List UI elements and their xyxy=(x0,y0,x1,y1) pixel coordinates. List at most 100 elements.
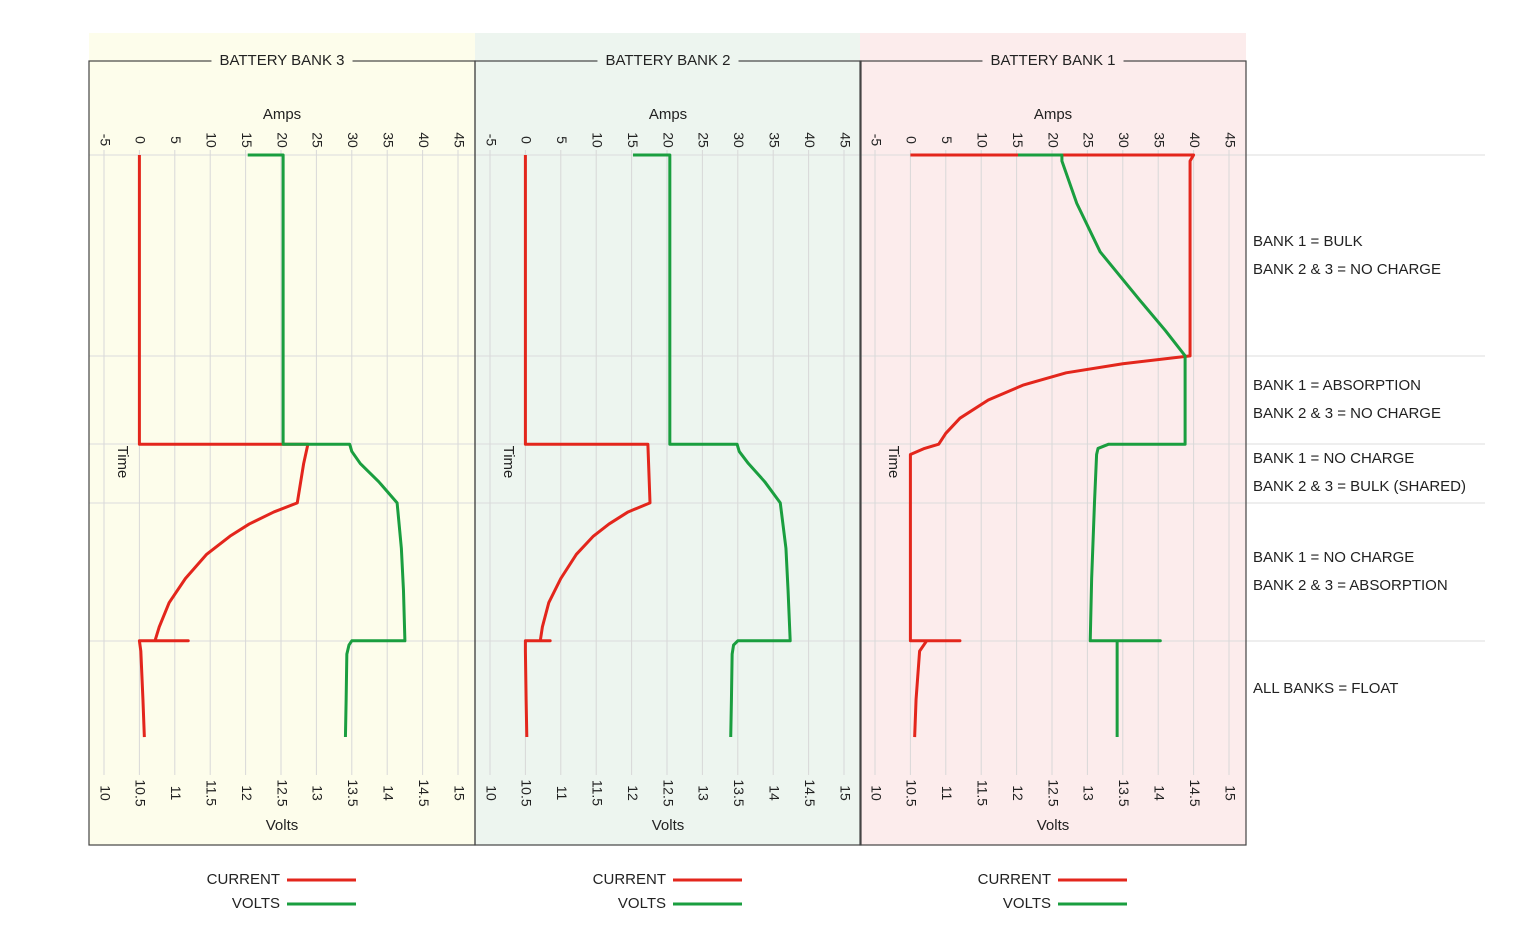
phase-label: ALL BANKS = FLOAT xyxy=(1253,680,1398,697)
volts-tick-label: 10.5 xyxy=(133,779,149,806)
amps-tick-label: 25 xyxy=(696,132,712,148)
title-background xyxy=(982,51,1124,69)
data-line xyxy=(1018,153,1187,738)
volts-tick-label: 13.5 xyxy=(1116,779,1132,806)
amps-tick-label: 0 xyxy=(519,136,535,144)
volts-tick-label: 14 xyxy=(380,785,396,801)
volts-tick-label: 13 xyxy=(1081,785,1097,801)
volts-axis-label: Volts xyxy=(266,817,299,834)
amps-tick-label: 25 xyxy=(1081,132,1097,148)
time-axis-label: Time xyxy=(114,446,131,479)
amps-tick-label: 0 xyxy=(133,136,149,144)
volts-tick-label: 12 xyxy=(625,785,641,801)
amps-tick-label: -5 xyxy=(868,134,884,147)
amps-tick-label: 15 xyxy=(1010,132,1026,148)
amps-tick-label: 30 xyxy=(731,132,747,148)
volts-tick-label: 13 xyxy=(310,785,326,801)
volts-axis-label: Volts xyxy=(1037,817,1070,834)
volts-tick-label: 12.5 xyxy=(660,779,676,806)
volts-tick-label: 15 xyxy=(1222,785,1238,801)
panels: BATTERY BANK 3 Amps Volts Time -5 0 5 10 15 20 25 3… xyxy=(88,51,1247,912)
phase-label: BANK 1 = NO CHARGE xyxy=(1253,549,1414,566)
panel-title: BATTERY BANK 1 xyxy=(990,52,1115,69)
volts-tick-label: 11 xyxy=(554,786,570,801)
amps-tick-label: 30 xyxy=(345,132,361,148)
time-axis-label: Time xyxy=(885,446,902,479)
amps-tick-label: 15 xyxy=(239,132,255,148)
volts-tick-label: 10.5 xyxy=(904,779,920,806)
legend-label: CURRENT xyxy=(978,871,1051,888)
data-line xyxy=(908,153,1196,738)
amps-tick-label: 45 xyxy=(451,132,467,148)
phase-label: BANK 1 = ABSORPTION xyxy=(1253,377,1421,394)
volts-tick-label: 12.5 xyxy=(1045,779,1061,806)
legend-label: CURRENT xyxy=(593,871,666,888)
panel-background xyxy=(860,33,1246,845)
amps-tick-label: 40 xyxy=(1187,132,1203,148)
amps-axis-label: Amps xyxy=(649,106,687,123)
amps-tick-label: 45 xyxy=(837,132,853,148)
amps-tick-label: 45 xyxy=(1222,132,1238,148)
data-line xyxy=(523,155,652,738)
amps-tick-label: 20 xyxy=(660,132,676,148)
panel-background xyxy=(475,33,861,845)
phase-label: BANK 1 = NO CHARGE xyxy=(1253,450,1414,467)
title-background xyxy=(211,51,353,69)
volts-tick-label: 10 xyxy=(97,785,113,801)
volts-tick-label: 12 xyxy=(1010,785,1026,801)
volts-tick-label: 14.5 xyxy=(1187,779,1203,806)
amps-tick-label: -5 xyxy=(483,134,499,147)
legend-label: VOLTS xyxy=(232,895,280,912)
volts-tick-label: 14 xyxy=(766,785,782,801)
volts-tick-label: 12 xyxy=(239,785,255,801)
data-line xyxy=(137,155,310,738)
phase-labels: BANK 1 = BULK BANK 2 & 3 = NO CHARGE BAN… xyxy=(1253,233,1466,697)
volts-tick-label: 15 xyxy=(837,785,853,801)
volts-tick-label: 11.5 xyxy=(974,780,990,806)
time-axis-label: Time xyxy=(500,446,517,479)
amps-tick-label: 40 xyxy=(416,132,432,148)
amps-axis-label: Amps xyxy=(1034,106,1072,123)
volts-tick-label: 11 xyxy=(168,786,184,801)
phase-label: BANK 2 & 3 = BULK (SHARED) xyxy=(1253,478,1466,495)
data-line xyxy=(247,153,407,738)
amps-tick-label: 35 xyxy=(766,132,782,148)
volts-tick-label: 13 xyxy=(696,785,712,801)
amps-tick-label: 10 xyxy=(203,132,219,148)
amps-tick-label: 25 xyxy=(310,132,326,148)
volts-tick-label: 14.5 xyxy=(416,779,432,806)
legend-label: VOLTS xyxy=(1003,895,1051,912)
volts-tick-label: 10 xyxy=(868,785,884,801)
amps-tick-label: 20 xyxy=(274,132,290,148)
volts-tick-label: 15 xyxy=(451,785,467,801)
amps-tick-label: 35 xyxy=(1151,132,1167,148)
volts-tick-label: 13.5 xyxy=(345,779,361,806)
volts-tick-label: 14.5 xyxy=(802,779,818,806)
title-background xyxy=(597,51,739,69)
volts-tick-label: 11.5 xyxy=(589,780,605,806)
volts-tick-label: 14 xyxy=(1151,785,1167,801)
amps-tick-label: 5 xyxy=(554,136,570,144)
amps-tick-label: -5 xyxy=(97,134,113,147)
data-line xyxy=(633,153,792,738)
amps-tick-label: 10 xyxy=(974,132,990,148)
amps-tick-label: 30 xyxy=(1116,132,1132,148)
amps-tick-label: 5 xyxy=(939,136,955,144)
amps-tick-label: 40 xyxy=(802,132,818,148)
amps-tick-label: 10 xyxy=(589,132,605,148)
amps-tick-label: 35 xyxy=(380,132,396,148)
volts-tick-label: 10.5 xyxy=(519,779,535,806)
volts-tick-label: 11 xyxy=(939,786,955,801)
legend-label: CURRENT xyxy=(207,871,280,888)
phase-label: BANK 2 & 3 = NO CHARGE xyxy=(1253,405,1441,422)
panel-title: BATTERY BANK 2 xyxy=(605,52,730,69)
panel-title: BATTERY BANK 3 xyxy=(219,52,344,69)
volts-tick-label: 13.5 xyxy=(731,779,747,806)
phase-label: BANK 1 = BULK xyxy=(1253,233,1363,250)
volts-tick-label: 11.5 xyxy=(203,780,219,806)
amps-tick-label: 5 xyxy=(168,136,184,144)
amps-axis-label: Amps xyxy=(263,106,301,123)
volts-axis-label: Volts xyxy=(652,817,685,834)
amps-tick-label: 20 xyxy=(1045,132,1061,148)
